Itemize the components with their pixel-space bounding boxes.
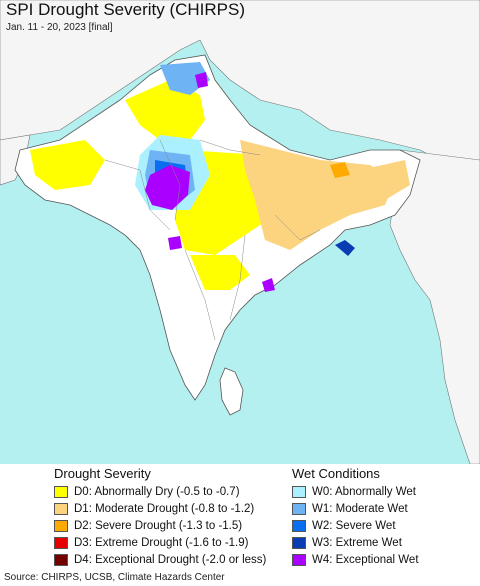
w4-zone bbox=[145, 165, 190, 210]
legend-label-w4: W4: Exceptional Wet bbox=[312, 554, 419, 566]
d1-zone-east bbox=[240, 140, 395, 250]
legend-item-w2: W2: Severe Wet bbox=[292, 518, 396, 534]
legend-swatch-w4 bbox=[292, 554, 306, 566]
w4-zone-east-coast bbox=[262, 278, 275, 292]
legend-swatch-d0 bbox=[54, 486, 68, 498]
legend-swatch-w1 bbox=[292, 503, 306, 515]
legend-swatch-d3 bbox=[54, 537, 68, 549]
legend-label-w0: W0: Abnormally Wet bbox=[312, 486, 416, 498]
legend-swatch-w0 bbox=[292, 486, 306, 498]
legend-item-w0: W0: Abnormally Wet bbox=[292, 484, 416, 500]
legend-label-d4: D4: Exceptional Drought (-2.0 or less) bbox=[74, 554, 267, 566]
source-text: Source: CHIRPS, UCSB, Climate Hazards Ce… bbox=[4, 572, 225, 583]
legend-item-d1: D1: Moderate Drought (-0.8 to -1.2) bbox=[54, 501, 254, 517]
w1-zone-north bbox=[160, 62, 210, 95]
w4-zone-gujarat bbox=[168, 236, 182, 250]
legend-item-w1: W1: Moderate Wet bbox=[292, 501, 408, 517]
legend-swatch-d4 bbox=[54, 554, 68, 566]
legend-item-w3: W3: Extreme Wet bbox=[292, 535, 402, 551]
legend-item-d0: D0: Abnormally Dry (-0.5 to -0.7) bbox=[54, 484, 240, 500]
legend-item-d2: D2: Severe Drought (-1.3 to -1.5) bbox=[54, 518, 242, 534]
legend-item-w4: W4: Exceptional Wet bbox=[292, 552, 419, 568]
state-borders bbox=[104, 139, 321, 341]
d0-zone-south bbox=[190, 255, 250, 290]
neighbor-land-east bbox=[389, 149, 480, 464]
legend: Drought Severity D0: Abnormally Dry (-0.… bbox=[0, 464, 480, 572]
legend-label-d1: D1: Moderate Drought (-0.8 to -1.2) bbox=[74, 503, 255, 515]
zones bbox=[30, 62, 410, 292]
legend-swatch-w2 bbox=[292, 520, 306, 532]
legend-label-d0: D0: Abnormally Dry (-0.5 to -0.7) bbox=[74, 486, 240, 498]
sri-lanka bbox=[219, 367, 244, 416]
legend-swatch-d2 bbox=[54, 520, 68, 532]
d1-zone-northeast bbox=[360, 160, 410, 200]
legend-item-d4: D4: Exceptional Drought (-2.0 or less) bbox=[54, 552, 266, 568]
legend-label-w2: W2: Severe Wet bbox=[312, 520, 396, 532]
w3-zone-northeast bbox=[335, 240, 355, 256]
legend-item-d3: D3: Extreme Drought (-1.6 to -1.9) bbox=[54, 535, 248, 551]
wet-legend-title: Wet Conditions bbox=[292, 466, 380, 481]
legend-label-d3: D3: Extreme Drought (-1.6 to -1.9) bbox=[74, 537, 249, 549]
d0-zone-north bbox=[125, 80, 205, 140]
drought-map bbox=[0, 0, 480, 464]
legend-swatch-d1 bbox=[54, 503, 68, 515]
d0-zone-west bbox=[30, 140, 105, 190]
legend-swatch-w3 bbox=[292, 537, 306, 549]
source-footer: Source: CHIRPS, UCSB, Climate Hazards Ce… bbox=[0, 570, 480, 586]
legend-label-w1: W1: Moderate Wet bbox=[312, 503, 408, 515]
legend-label-d2: D2: Severe Drought (-1.3 to -1.5) bbox=[74, 520, 243, 532]
drought-legend-title: Drought Severity bbox=[54, 466, 151, 481]
legend-label-w3: W3: Extreme Wet bbox=[312, 537, 402, 549]
d2-zone bbox=[330, 162, 350, 178]
map-subtitle: Jan. 11 - 20, 2023 [final] bbox=[6, 22, 113, 33]
map-title: SPI Drought Severity (CHIRPS) bbox=[6, 0, 246, 19]
w4-zone-north bbox=[195, 72, 208, 88]
